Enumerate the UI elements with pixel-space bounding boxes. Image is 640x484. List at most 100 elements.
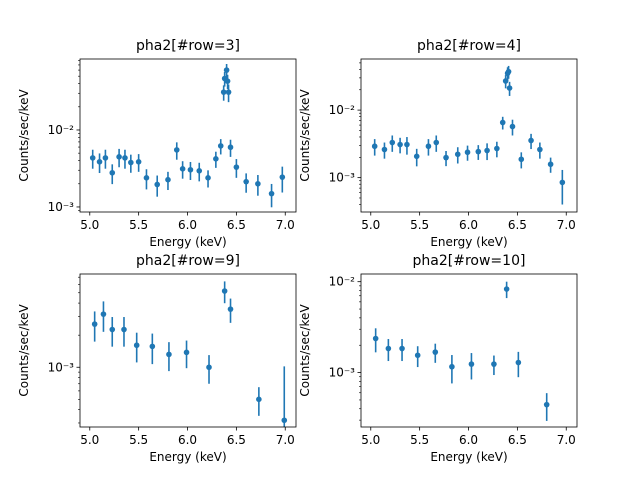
data-point	[187, 166, 194, 173]
x-tick-label: 5.0	[361, 433, 380, 447]
x-axis-label: Energy (keV)	[149, 450, 226, 464]
data-point	[91, 321, 98, 327]
data-point	[213, 156, 219, 162]
data-point	[454, 151, 461, 158]
data-point	[183, 349, 190, 356]
data-point	[505, 68, 512, 75]
subplot-4: pha2[#row=10] 5.0 5.5 6.0 6.5 7.0 10⁻² 10⁻³ Ener…	[298, 253, 578, 464]
x-tick-label: 5.5	[129, 218, 148, 232]
data-point	[100, 311, 107, 317]
x-tick-label: 6.0	[459, 433, 478, 447]
data-point	[205, 175, 211, 181]
x-tick-label: 7.0	[557, 433, 576, 447]
axes-frame	[79, 58, 297, 213]
x-tick-label: 7.0	[276, 218, 295, 232]
x-tick-label: 5.5	[129, 433, 148, 447]
data-point	[233, 164, 240, 170]
data-point	[206, 364, 212, 371]
y-tick-label: 10⁻²	[48, 123, 75, 137]
data-point	[154, 181, 161, 188]
data-point	[371, 143, 378, 150]
subplot-title: pha2[#row=9]	[136, 253, 240, 269]
x-tick-label: 6.0	[178, 433, 197, 447]
data-point	[255, 180, 261, 187]
subplot-title: pha2[#row=10]	[413, 253, 526, 269]
x-tick-label: 6.0	[178, 218, 197, 232]
data-point	[173, 147, 180, 153]
data-point	[166, 351, 172, 358]
data-point	[503, 286, 510, 292]
data-point	[128, 159, 134, 166]
data-point	[475, 148, 482, 155]
data-point	[96, 159, 103, 165]
data-point	[149, 343, 156, 350]
x-axis-label: Energy (keV)	[430, 235, 507, 249]
data-point	[537, 146, 543, 153]
data-series	[372, 281, 550, 421]
y-axis-label: Counts/sec/keV	[298, 89, 312, 182]
data-point	[121, 326, 127, 333]
data-point	[499, 119, 506, 126]
data-point	[256, 396, 262, 403]
data-point	[143, 175, 150, 181]
y-tick-label: 10⁻³	[329, 171, 356, 185]
data-point	[397, 141, 403, 148]
subplot-3: pha2[#row=9] 5.0 5.5 6.0 6.5 7.0 10⁻³ Energy (k…	[17, 253, 297, 464]
data-point	[414, 352, 421, 359]
subplot-title: pha2[#row=4]	[417, 38, 521, 54]
data-point	[413, 153, 420, 160]
x-tick-label: 6.5	[508, 433, 527, 447]
data-point	[449, 363, 455, 370]
data-series	[91, 281, 288, 427]
y-axis-label: Counts/sec/keV	[298, 304, 312, 397]
x-tick-label: 6.5	[508, 218, 527, 232]
x-tick-label: 5.0	[80, 218, 99, 232]
data-point	[432, 349, 439, 355]
data-point	[122, 155, 128, 161]
data-point	[279, 174, 286, 180]
data-point	[515, 359, 522, 366]
data-point	[268, 190, 275, 197]
subplot-2: pha2[#row=4] 5.0 5.5 6.0 6.5 7.0 10⁻² 10⁻³ Energ…	[298, 38, 578, 249]
data-point	[179, 166, 186, 172]
data-point	[494, 145, 500, 152]
data-point	[518, 156, 525, 163]
data-series	[89, 63, 286, 208]
data-point	[509, 123, 516, 130]
data-point	[221, 288, 228, 294]
x-tick-label: 5.0	[80, 433, 99, 447]
data-point	[381, 146, 388, 153]
data-point	[528, 137, 534, 144]
y-tick-label: 10⁻³	[48, 200, 75, 214]
axes-frame	[360, 58, 578, 213]
data-point	[109, 169, 116, 176]
x-tick-label: 7.0	[557, 218, 576, 232]
data-point	[102, 155, 109, 161]
data-point	[109, 326, 116, 333]
data-point	[559, 179, 566, 186]
data-point	[227, 144, 234, 151]
data-point	[443, 154, 449, 161]
data-point	[224, 78, 231, 84]
data-point	[506, 85, 513, 91]
data-point	[165, 176, 171, 183]
x-tick-label: 6.5	[227, 218, 246, 232]
y-axis-label: Counts/sec/keV	[17, 89, 31, 182]
x-tick-label: 5.0	[361, 218, 380, 232]
data-point	[389, 139, 396, 146]
data-series	[371, 65, 566, 205]
y-axis-label: Counts/sec/keV	[17, 304, 31, 397]
x-tick-label: 5.5	[410, 433, 429, 447]
subplot-title: pha2[#row=3]	[136, 38, 240, 54]
x-tick-label: 6.5	[227, 433, 246, 447]
data-point	[281, 417, 288, 424]
data-point	[223, 67, 230, 73]
data-point	[484, 147, 490, 154]
data-point	[464, 149, 471, 156]
data-point	[116, 154, 122, 160]
data-point	[196, 167, 203, 174]
data-point	[399, 345, 405, 352]
data-point	[227, 306, 234, 312]
x-tick-label: 5.5	[410, 218, 429, 232]
